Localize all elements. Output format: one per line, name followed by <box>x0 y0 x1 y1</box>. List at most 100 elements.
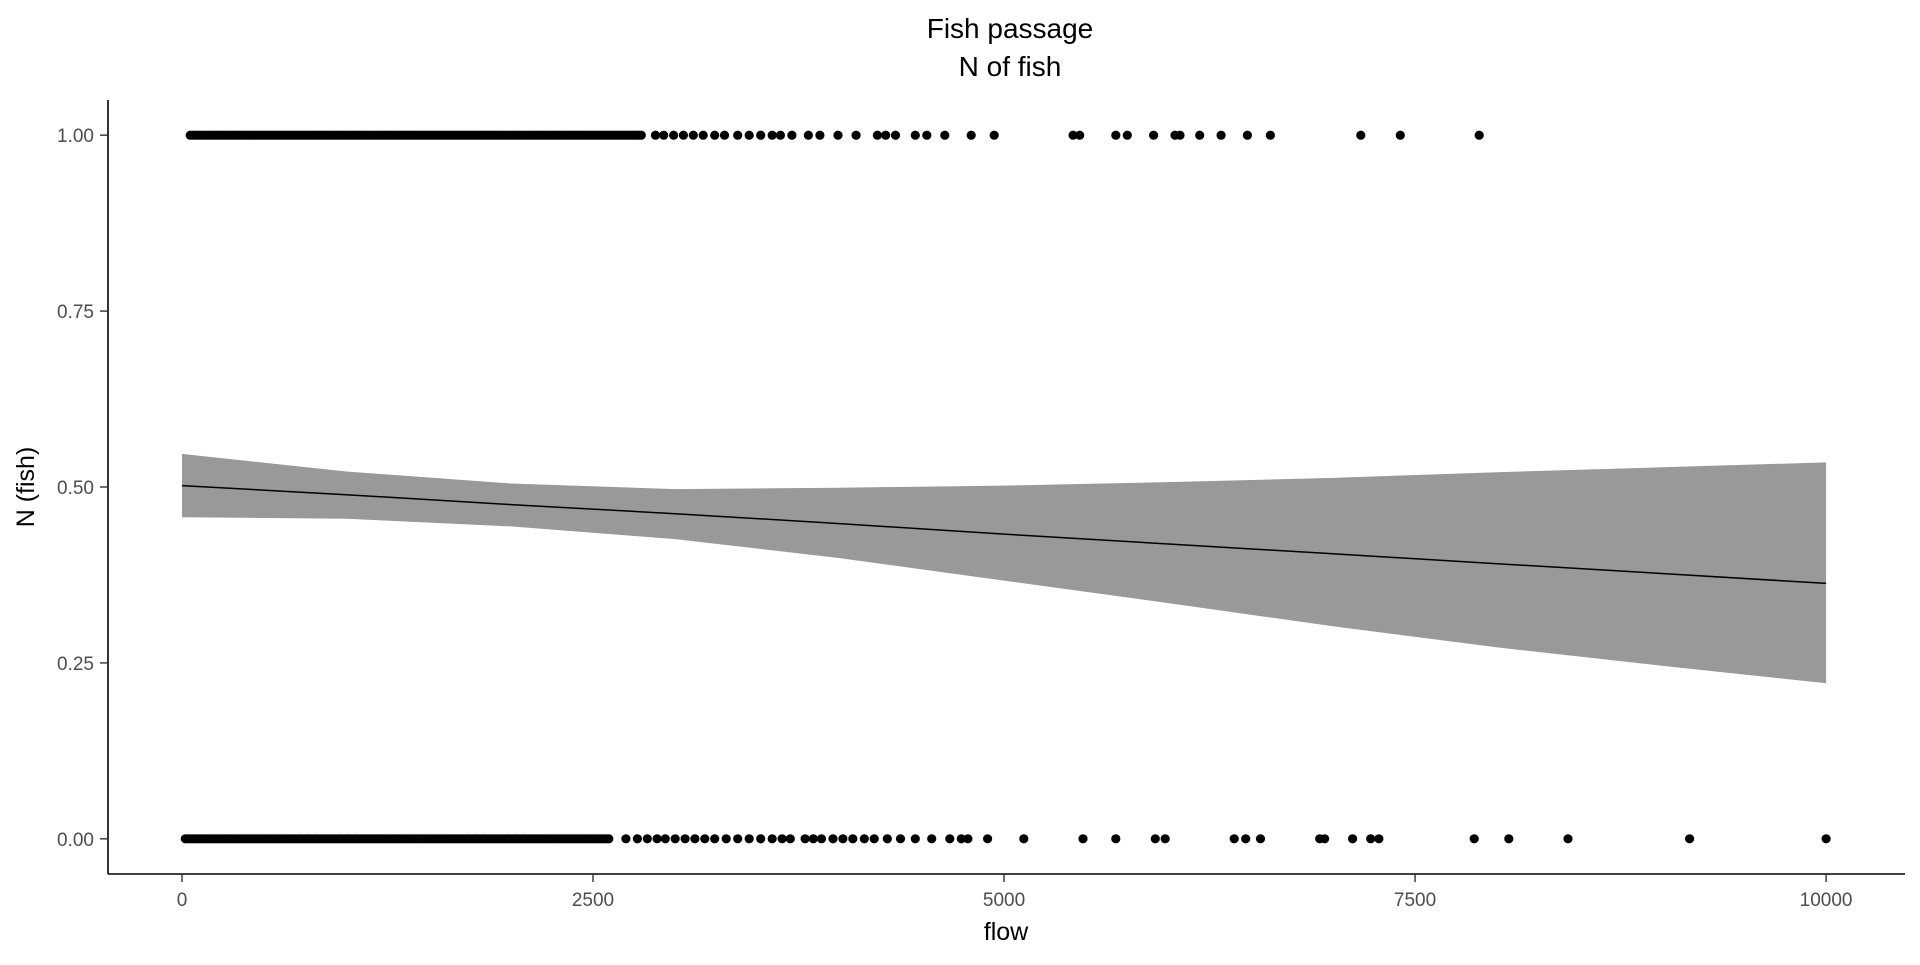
data-point-y0 <box>800 834 810 844</box>
y-tick-label: 0.75 <box>57 302 94 323</box>
y-axis-title: N (fish) <box>12 447 40 528</box>
data-point-y0 <box>690 834 700 844</box>
data-point-y0 <box>680 834 690 844</box>
data-point-y1 <box>815 130 825 140</box>
confidence-ribbon <box>182 453 1827 684</box>
data-point-y0 <box>1374 834 1384 844</box>
axis-ticks: 0 2500 5000 7500 10000 0.00 0.25 0.50 0.75 1.00 <box>57 126 1852 911</box>
data-point-y0 <box>1504 834 1514 844</box>
data-point-y1 <box>881 130 891 140</box>
data-point-y1 <box>910 130 920 140</box>
data-point-y1 <box>650 130 661 140</box>
data-point-y0 <box>756 834 766 844</box>
data-point-y0 <box>1150 834 1160 844</box>
data-point-y1 <box>669 130 679 140</box>
x-tick-label: 0 <box>177 890 188 911</box>
data-point-y1 <box>744 130 754 140</box>
data-point-y0 <box>983 834 993 844</box>
data-point-y0 <box>1469 834 1479 844</box>
data-point-y0 <box>733 834 743 844</box>
data-point-y1 <box>775 130 786 140</box>
data-point-y1 <box>787 130 797 140</box>
data-point-y0 <box>963 834 973 844</box>
data-point-y0 <box>1366 834 1376 844</box>
x-tick-label: 5000 <box>983 890 1025 911</box>
data-point-y0 <box>710 834 720 844</box>
data-point-y0 <box>956 834 966 844</box>
x-tick-label: 2500 <box>572 890 614 911</box>
chart-title-line-1: Fish passage <box>927 13 1094 44</box>
data-point-y1 <box>756 130 766 140</box>
data-point-y1 <box>803 130 814 140</box>
data-point-y0 <box>632 834 643 844</box>
chart-title-line-2: N of fish <box>959 51 1062 82</box>
data-point-y1 <box>1111 130 1121 140</box>
data-point-y0 <box>744 834 754 844</box>
data-point-y1 <box>1175 130 1185 140</box>
data-point-y1 <box>1149 130 1159 140</box>
data-point-y0 <box>670 834 680 844</box>
data-point-y0 <box>1019 834 1029 844</box>
data-point-y1 <box>678 130 689 140</box>
data-point-y0 <box>660 834 670 844</box>
data-point-y0 <box>1348 834 1358 844</box>
data-point-y1 <box>733 130 743 140</box>
data-point-y0 <box>1241 834 1251 844</box>
data-point-y0 <box>869 834 879 844</box>
data-point-y1 <box>1474 130 1484 140</box>
data-point-y1 <box>1195 130 1205 140</box>
data-point-y1 <box>719 130 730 140</box>
data-point-y1 <box>872 130 883 140</box>
data-point-y0 <box>1320 834 1330 844</box>
data-point-y0 <box>838 834 848 844</box>
data-point-y0 <box>882 834 892 844</box>
data-point-y0 <box>1111 834 1121 844</box>
data-point-y1 <box>922 130 932 140</box>
data-point-y0 <box>895 834 906 844</box>
data-point-y1 <box>1068 130 1078 140</box>
data-point-y1 <box>698 130 708 140</box>
y-tick-label: 1.00 <box>57 126 94 147</box>
data-point-y0 <box>1160 834 1170 844</box>
data-point-y1 <box>1395 130 1405 140</box>
data-point-y1 <box>688 130 698 140</box>
data-point-y0 <box>604 834 614 844</box>
y-tick-label: 0.00 <box>57 830 94 851</box>
data-point-y1 <box>710 130 720 140</box>
data-point-y0 <box>652 834 662 844</box>
data-point-y1 <box>636 130 646 140</box>
data-point-y1 <box>833 130 843 140</box>
data-point-y0 <box>785 834 795 844</box>
data-point-y0 <box>1078 834 1088 844</box>
data-point-y1 <box>1216 130 1226 140</box>
data-point-y0 <box>859 834 869 844</box>
data-point-y0 <box>700 834 710 844</box>
data-point-y0 <box>910 834 920 844</box>
fit-line <box>181 484 1827 585</box>
data-point-y0 <box>1821 834 1831 844</box>
x-tick-label: 10000 <box>1800 890 1853 911</box>
y-tick-label: 0.50 <box>57 478 94 499</box>
x-axis-title: flow <box>984 918 1029 946</box>
data-point-y1 <box>851 130 861 140</box>
data-point-y0 <box>721 834 731 844</box>
data-point-y1 <box>890 130 901 140</box>
data-point-y0 <box>848 834 858 844</box>
data-point-y0 <box>808 834 818 844</box>
data-point-y0 <box>767 834 777 844</box>
x-tick-label: 7500 <box>1394 890 1436 911</box>
data-point-y1 <box>1075 130 1085 140</box>
y-tick-label: 0.25 <box>57 654 94 675</box>
plot-area <box>180 130 1831 844</box>
data-point-y1 <box>989 130 999 140</box>
data-point-y0 <box>1685 834 1695 844</box>
data-point-y0 <box>816 834 827 844</box>
data-point-y1 <box>1265 130 1275 140</box>
data-point-y1 <box>659 130 669 140</box>
data-point-y1 <box>940 130 950 140</box>
data-point-y0 <box>1563 834 1573 844</box>
data-point-y1 <box>1122 130 1132 140</box>
data-point-y1 <box>767 130 777 140</box>
